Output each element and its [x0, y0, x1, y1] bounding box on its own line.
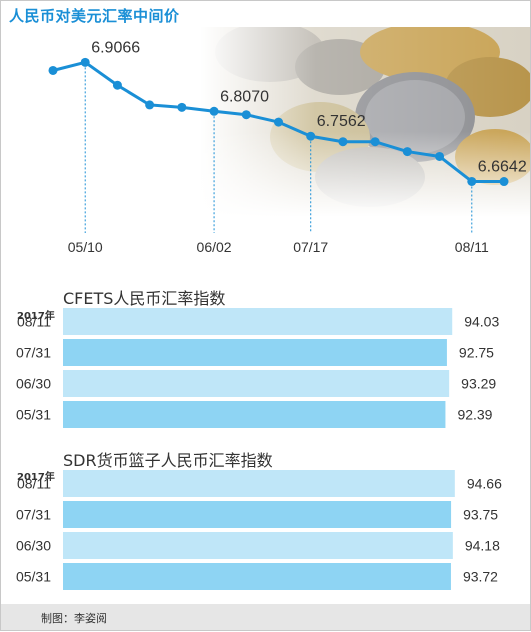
- x-tick-label: 05/10: [68, 239, 103, 255]
- x-tick-label: 07/17: [293, 239, 328, 255]
- sdr-category-label: 05/31: [16, 569, 51, 585]
- data-point: [467, 176, 477, 186]
- cfets-category-label: 05/31: [16, 407, 51, 423]
- data-point: [338, 137, 348, 147]
- data-point: [112, 80, 122, 90]
- cfets-category-label: 07/31: [16, 345, 51, 361]
- sdr-category-label: 07/31: [16, 507, 51, 523]
- data-label: 6.9066: [91, 39, 140, 56]
- data-point: [177, 102, 187, 112]
- cfets-value-label: 93.29: [461, 376, 496, 392]
- cfets-value-label: 94.03: [464, 314, 499, 330]
- footer-credit: 制图：李姿阅: [41, 612, 107, 625]
- data-point: [435, 151, 445, 161]
- cfets-bar: [63, 401, 446, 428]
- cfets-category-label: 06/30: [16, 376, 51, 392]
- data-point: [145, 100, 155, 110]
- cfets-title: CFETS人民币汇率指数: [63, 289, 226, 308]
- sdr-bar: [63, 501, 452, 528]
- coins-photo: [200, 27, 530, 217]
- sdr-category-label: 08/11: [17, 476, 51, 492]
- data-label: 6.6642: [478, 158, 527, 175]
- sdr-bar: [63, 532, 453, 559]
- data-label: 6.8070: [220, 88, 269, 105]
- data-point: [402, 147, 412, 157]
- cfets-category-label: 08/11: [17, 314, 51, 330]
- data-point: [209, 106, 219, 116]
- data-point: [48, 65, 58, 75]
- x-tick-label: 08/11: [455, 239, 489, 255]
- data-point: [80, 57, 90, 67]
- footer-bar: 制图：李姿阅: [1, 604, 530, 630]
- cfets-value-label: 92.75: [459, 345, 494, 361]
- sdr-title: SDR货币篮子人民币汇率指数: [63, 451, 273, 470]
- sdr-bar: [63, 470, 455, 497]
- cfets-year-label: 2017年: [17, 311, 55, 322]
- chart-title: 人民币对美元汇率中间价: [9, 7, 180, 25]
- data-point: [241, 110, 251, 120]
- data-point: [306, 131, 316, 141]
- sdr-value-label: 94.18: [465, 538, 500, 554]
- data-point: [274, 117, 283, 127]
- sdr-value-label: 94.66: [467, 476, 502, 492]
- data-point: [370, 137, 380, 147]
- sdr-bar: [63, 563, 451, 590]
- sdr-year-label: 2017年: [17, 472, 55, 483]
- cfets-bar: [63, 339, 447, 366]
- sdr-category-label: 06/30: [16, 538, 51, 554]
- cfets-bar: [63, 308, 453, 335]
- coins-illustration: [200, 27, 530, 217]
- x-tick-label: 06/02: [197, 239, 232, 255]
- sdr-value-label: 93.75: [463, 507, 498, 523]
- sdr-value-label: 93.72: [463, 569, 498, 585]
- cfets-value-label: 92.39: [457, 407, 492, 423]
- data-label: 6.7562: [317, 113, 366, 130]
- cfets-bar: [63, 370, 450, 397]
- data-point: [499, 177, 509, 187]
